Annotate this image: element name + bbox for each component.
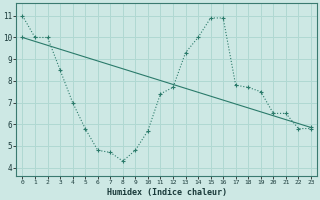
- X-axis label: Humidex (Indice chaleur): Humidex (Indice chaleur): [107, 188, 227, 197]
